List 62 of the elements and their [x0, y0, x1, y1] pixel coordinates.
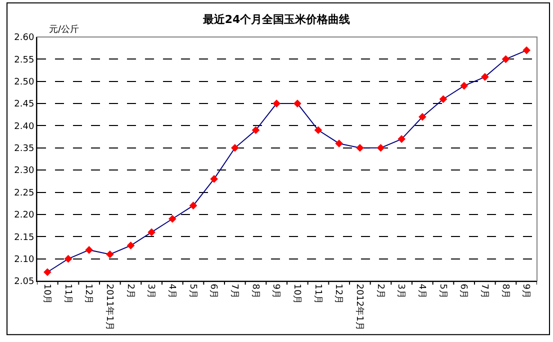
x-tick-label: 2011年1月: [104, 284, 115, 330]
x-tick-label: 6月: [208, 284, 218, 299]
x-tick-label: 2012年1月: [354, 284, 365, 330]
y-axis-title: 元/公斤: [49, 24, 80, 35]
point: [126, 242, 135, 250]
point: [210, 175, 218, 183]
x-tick-label: 4月: [166, 284, 176, 299]
x-tick-label: 7月: [478, 284, 489, 299]
point: [189, 202, 198, 210]
point: [106, 250, 114, 258]
y-tick-label: 2.35: [14, 144, 34, 154]
point: [64, 254, 72, 263]
y-tick-label: 2.30: [14, 166, 34, 176]
point: [272, 100, 280, 108]
point: [418, 112, 426, 121]
point: [314, 126, 322, 134]
point: [252, 126, 260, 134]
x-tick-label: 7月: [228, 284, 239, 299]
point: [294, 100, 302, 108]
point: [376, 144, 385, 152]
x-tick-label: 2月: [374, 284, 385, 299]
point: [231, 144, 239, 152]
point: [85, 246, 93, 254]
x-tick-label: 5月: [437, 284, 448, 299]
point: [168, 214, 176, 223]
chart-title: 最近24个月全国玉米价格曲线: [202, 13, 350, 26]
x-tick-label: 11月: [62, 284, 72, 304]
x-tick-label: 8月: [250, 284, 260, 299]
x-tick-label: 12月: [83, 284, 94, 304]
y-tick-label: 2.45: [14, 100, 34, 110]
x-tick-label: 3月: [146, 284, 156, 299]
x-tick-label: 2月: [124, 284, 135, 299]
x-tick-label: 11月: [312, 284, 322, 304]
x-tick-label: 10月: [41, 284, 52, 304]
y-tick-label: 2.25: [14, 188, 34, 198]
y-tick-label: 2.05: [14, 277, 34, 288]
point: [481, 73, 489, 81]
point: [356, 144, 364, 152]
point: [44, 268, 52, 276]
x-tick-label: 5月: [187, 284, 198, 299]
point: [522, 46, 530, 54]
x-tick-label: 4月: [416, 284, 426, 299]
x-tick-label: 6月: [458, 284, 468, 299]
y-tick-label: 2.50: [14, 78, 34, 88]
x-tick-label: 3月: [396, 284, 406, 299]
y-tick-label: 2.55: [14, 55, 34, 66]
y-tick-label: 2.10: [14, 254, 34, 265]
y-tick-label: 2.15: [14, 232, 34, 243]
x-tick-label: 8月: [500, 284, 510, 299]
x-tick-label: 12月: [333, 284, 344, 304]
point: [398, 135, 406, 143]
x-tick-label: 10月: [291, 284, 302, 304]
point: [439, 95, 448, 104]
y-tick-label: 2.60: [14, 33, 34, 44]
x-tick-label: 9月: [520, 284, 531, 299]
x-tick-label: 9月: [270, 284, 281, 299]
y-tick-label: 2.40: [14, 122, 34, 132]
point: [460, 82, 468, 90]
y-tick-label: 2.20: [14, 210, 34, 221]
point: [335, 140, 343, 148]
point: [502, 55, 510, 64]
point: [148, 228, 156, 236]
